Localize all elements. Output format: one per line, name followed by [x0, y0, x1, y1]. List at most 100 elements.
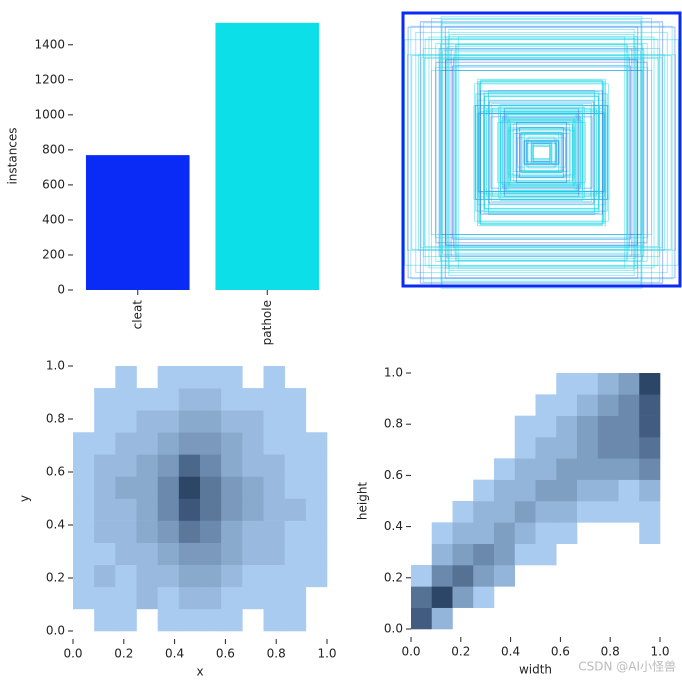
hist-cell: [411, 394, 432, 416]
hist-cell: [263, 366, 285, 389]
label-box: [435, 61, 648, 244]
hist-cell: [284, 586, 307, 610]
hist-cell: [597, 437, 619, 459]
hist-cell: [73, 476, 95, 499]
hist-cell: [115, 476, 137, 499]
hist-cell: [597, 458, 619, 480]
hist-cell: [597, 415, 619, 438]
label-box: [530, 141, 553, 164]
watermark: CSDN @AI小怪兽: [578, 660, 676, 674]
hist-cell: [306, 609, 327, 631]
hist-cell: [115, 432, 137, 455]
hist-cell: [618, 437, 640, 459]
label-box: [482, 105, 601, 200]
hist-cell: [432, 416, 453, 438]
hist-cell: [473, 565, 495, 587]
label-box: [477, 81, 606, 224]
hist-cell: [200, 476, 222, 499]
hist-cell: [136, 410, 158, 433]
hist-cell: [178, 498, 201, 521]
hist-cell: [494, 522, 516, 544]
hist-cell: [306, 388, 327, 410]
label-box: [502, 111, 581, 194]
label-box: [524, 140, 559, 165]
hist-cell: [473, 437, 494, 459]
hist-cell: [494, 458, 516, 480]
hist-cell: [431, 607, 453, 630]
hist-cell: [411, 607, 433, 630]
label-box: [480, 90, 603, 215]
label-box: [508, 117, 575, 188]
hist-cell: [137, 609, 158, 631]
hist-cell: [639, 415, 661, 438]
hist-cell: [577, 373, 599, 395]
hist-cell: [639, 544, 660, 566]
label-box: [499, 118, 584, 187]
label-box: [440, 69, 643, 236]
hist-cell: [411, 565, 433, 587]
hist-cell: [597, 373, 619, 395]
hist-cell: [639, 608, 660, 630]
hist-cell: [577, 415, 599, 438]
hist-cell: [94, 498, 116, 521]
hist-cell: [577, 522, 598, 544]
hist-cell: [411, 522, 432, 544]
label-box: [489, 100, 594, 205]
hist-cell: [577, 586, 598, 608]
hist-cell: [94, 454, 116, 477]
hist-cell: [305, 564, 328, 588]
hist-cell: [411, 458, 432, 480]
hist-cell: [242, 586, 264, 610]
bar: [215, 22, 320, 290]
label-box: [411, 55, 672, 250]
label-box: [455, 65, 628, 240]
bar: [85, 155, 190, 290]
hist-cell: [453, 394, 474, 416]
hist-cell: [431, 586, 453, 608]
hist-cell: [494, 586, 515, 608]
hist-cell: [639, 458, 661, 480]
hist-cell: [263, 586, 285, 610]
hist-cell: [284, 432, 307, 455]
y-tick-label: 800: [42, 142, 65, 156]
hist-cell: [94, 520, 116, 543]
hist-cell: [200, 520, 222, 543]
hist-cell: [432, 480, 453, 502]
label-box: [491, 107, 592, 198]
box-overlay: [401, 11, 682, 289]
hist-cell: [200, 410, 222, 433]
hist-cell: [515, 394, 536, 416]
hist-cell: [94, 586, 116, 610]
hist-cell: [263, 564, 285, 588]
hist-cell: [157, 476, 180, 499]
label-box: [453, 51, 630, 254]
label-box: [507, 120, 576, 185]
y-tick-label: 1000: [34, 107, 65, 121]
hist-cell: [221, 366, 243, 389]
hist-cell: [284, 498, 307, 521]
hist-cell: [577, 501, 599, 523]
hist-cell: [200, 608, 222, 632]
hist-cell: [536, 608, 557, 630]
label-box: [500, 121, 583, 184]
x-tick-label: 0.4: [501, 645, 520, 659]
x-axis-label: x: [196, 665, 203, 679]
hist-cell: [73, 586, 95, 610]
hist-cell: [535, 479, 557, 502]
y-tick-label: 0.8: [384, 417, 403, 431]
hist-cell: [242, 432, 264, 455]
hist-cell: [452, 586, 474, 608]
hist-cell: [136, 520, 158, 543]
hist-cell: [577, 479, 599, 502]
label-box: [424, 57, 659, 248]
hist-cell: [514, 501, 536, 523]
label-box: [446, 46, 637, 259]
hist-cell: [494, 543, 516, 566]
y-tick-label: 0.4: [46, 518, 65, 532]
label-box: [422, 22, 661, 283]
label-box: [477, 99, 606, 206]
label-box: [452, 57, 631, 248]
hist-cell: [597, 479, 619, 502]
label-box: [455, 44, 628, 261]
hist-cell: [73, 498, 95, 521]
